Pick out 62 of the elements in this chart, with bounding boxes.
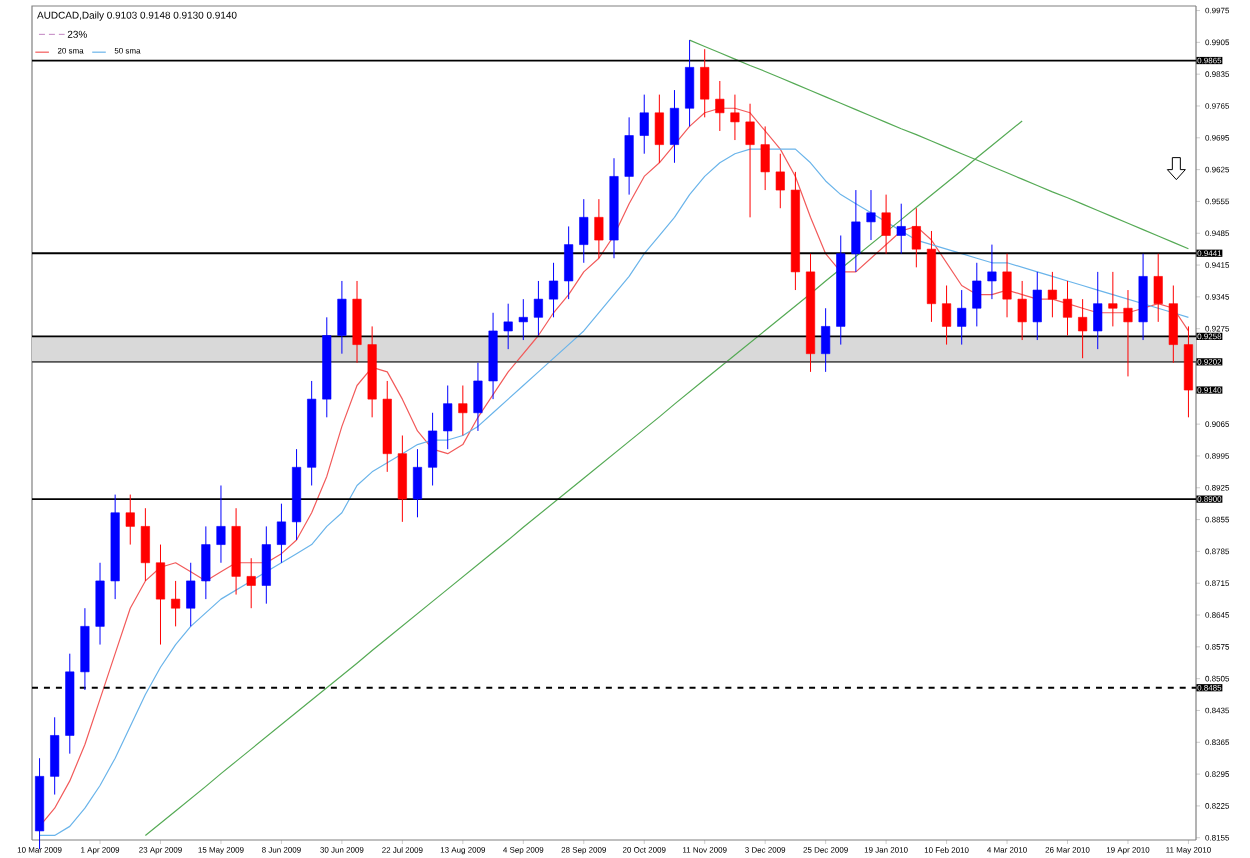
candlestick: [957, 289, 967, 346]
candlestick: [730, 94, 740, 141]
candlestick: [549, 262, 559, 318]
candlestick: [443, 385, 453, 450]
candlestick: [412, 448, 423, 518]
candlestick: [518, 298, 528, 341]
candlestick: [745, 103, 755, 218]
candlestick: [564, 225, 574, 300]
candlestick: [95, 562, 105, 646]
candlestick: [473, 362, 483, 432]
candlestick: [50, 716, 60, 796]
candlestick: [1168, 285, 1178, 364]
candlestick: [866, 189, 876, 241]
candlestick: [80, 607, 90, 691]
candlestick: [579, 198, 589, 264]
candlestick: [261, 525, 271, 605]
candlestick: [1062, 280, 1073, 336]
candlestick: [397, 434, 407, 523]
candlestick: [458, 385, 468, 436]
candlestick: [352, 280, 362, 364]
candlestick: [125, 494, 135, 546]
candlestick: [337, 280, 347, 355]
candlestick: [821, 307, 831, 373]
candlestick: [896, 203, 906, 255]
candlestick: [246, 557, 256, 609]
candlestick: [533, 280, 543, 336]
candlestick: [186, 562, 196, 627]
candlestick: [1138, 253, 1148, 341]
candlestick: [942, 285, 952, 346]
candlestick: [1108, 271, 1118, 327]
candlestick: [685, 39, 695, 127]
candlestick: [171, 580, 181, 627]
candlestick: [851, 189, 861, 273]
candlestick: [987, 244, 997, 300]
candlestick: [216, 484, 226, 564]
candlestick: [155, 544, 166, 646]
candlestick: [775, 153, 785, 209]
candlestick: [1078, 298, 1088, 359]
candlestick: [1032, 271, 1042, 341]
candlestick: [624, 116, 634, 196]
candlestick: [1093, 271, 1103, 350]
candlestick: [881, 194, 891, 255]
candlestick: [140, 507, 150, 582]
candlestick: [911, 207, 921, 268]
candlestick: [276, 503, 286, 564]
candlestick: [1002, 253, 1012, 318]
candlestick: [1047, 271, 1057, 318]
candlestick: [760, 125, 770, 191]
candlestick: [503, 303, 513, 350]
candlestick: [1183, 325, 1193, 418]
candlestick: [639, 94, 649, 155]
candlestick: [1153, 253, 1163, 323]
candlestick: [428, 412, 438, 486]
candlestick: [972, 262, 982, 327]
candlestick: [669, 89, 679, 164]
candlestick: [700, 48, 710, 118]
candlestick: [654, 94, 664, 164]
candlestick: [594, 198, 604, 259]
candlestick: [201, 525, 211, 600]
candlestick: [1017, 280, 1027, 341]
candlestick: [1123, 289, 1133, 377]
candlestick: [715, 80, 725, 132]
